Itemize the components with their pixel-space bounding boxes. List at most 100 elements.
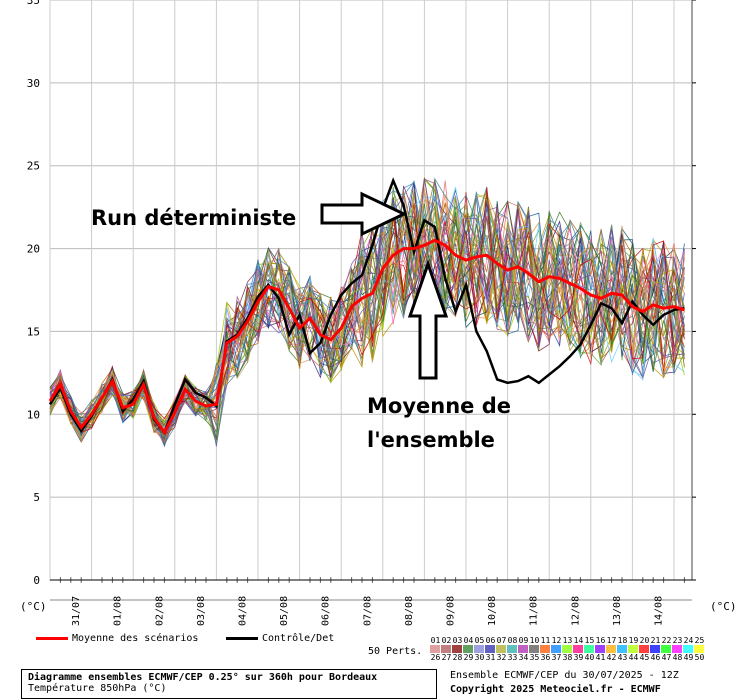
pert-id: 30 <box>474 653 485 662</box>
pert-id: 28 <box>452 653 463 662</box>
pert-swatch <box>540 645 550 653</box>
pert-swatch <box>683 645 693 653</box>
pert-id: 09 <box>518 636 529 645</box>
pert-swatch <box>485 645 495 653</box>
x-tick-label: 06/08 <box>321 596 332 626</box>
ensemble-member-line <box>49 177 685 445</box>
pert-swatch <box>474 645 484 653</box>
pert-swatch <box>573 645 583 653</box>
x-tick-label: 02/08 <box>154 596 165 626</box>
pert-id: 02 <box>441 636 452 645</box>
ensemble-chart: 0 5 10 15 20 25 30 35 31/07 01/08 02/08 03/08 04/08 0… <box>20 0 737 626</box>
chart-title: Diagramme ensembles ECMWF/CEP 0.25° sur … <box>28 672 378 683</box>
x-tick-label: 01/08 <box>113 596 124 626</box>
pert-id: 21 <box>650 636 661 645</box>
pert-swatch <box>661 645 671 653</box>
x-tick-label: 09/08 <box>446 596 457 626</box>
y-tick-label: 35 <box>27 0 40 7</box>
x-tick-label: 10/08 <box>487 596 498 626</box>
legend-control-label: Contrôle/Det <box>262 633 335 644</box>
pert-id: 31 <box>485 653 496 662</box>
x-tick-label: 04/08 <box>238 596 249 626</box>
x-tick-label: 14/08 <box>654 596 665 626</box>
pert-swatch <box>650 645 660 653</box>
pert-id: 39 <box>573 653 584 662</box>
title-box: Diagramme ensembles ECMWF/CEP 0.25° sur … <box>21 669 437 699</box>
pert-swatch <box>584 645 594 653</box>
pert-id: 49 <box>683 653 694 662</box>
x-tick-label: 07/08 <box>362 596 373 626</box>
ensemble-member-line <box>49 180 685 444</box>
pert-id: 07 <box>496 636 507 645</box>
x-tick-label: 31/07 <box>71 596 82 626</box>
pert-id: 04 <box>463 636 474 645</box>
pert-swatches <box>430 645 706 653</box>
pert-id: 45 <box>639 653 650 662</box>
legend-mean-label: Moyenne des scénarios <box>72 633 199 644</box>
legend-control: Contrôle/Det <box>226 633 334 644</box>
pert-id: 10 <box>529 636 540 645</box>
ensemble-member-line <box>49 200 685 440</box>
pert-id: 18 <box>617 636 628 645</box>
pert-ids-row-1: 01 02 03 04 05 06 07 08 09 10 11 12 13 14 15 16 17 18 19 20… <box>430 636 706 645</box>
pert-id: 13 <box>562 636 573 645</box>
y-tick-label: 5 <box>33 491 40 504</box>
pert-id: 01 <box>430 636 441 645</box>
pert-swatch <box>617 645 627 653</box>
chart-annotations: Run déterministe Moyenne de l'ensemble <box>91 191 511 452</box>
x-tick-label: 05/08 <box>279 596 290 626</box>
legend-mean: Moyenne des scénarios <box>36 633 198 644</box>
y-unit-left: (°C) <box>20 600 47 613</box>
annotation-run-deterministe: Run déterministe <box>91 206 296 230</box>
pert-swatch <box>452 645 462 653</box>
pert-swatch <box>551 645 561 653</box>
pert-ids-row-2: 26 27 28 29 30 31 32 33 34 35 36 37 38 39 40 41 42 43 44 45… <box>430 653 706 662</box>
pert-id: 12 <box>551 636 562 645</box>
annotation-moyenne: Moyenne de <box>367 394 511 418</box>
x-tick-label: 13/08 <box>612 596 623 626</box>
pert-swatch <box>496 645 506 653</box>
x-tick-label: 11/08 <box>529 596 540 626</box>
pert-swatch <box>507 645 517 653</box>
pert-swatch <box>441 645 451 653</box>
pert-id: 23 <box>672 636 683 645</box>
pert-id: 43 <box>617 653 628 662</box>
pert-id: 44 <box>628 653 639 662</box>
pert-id: 25 <box>694 636 705 645</box>
pert-id: 46 <box>650 653 661 662</box>
pert-swatch <box>606 645 616 653</box>
pert-id: 20 <box>639 636 650 645</box>
pert-swatch <box>595 645 605 653</box>
pert-id: 40 <box>584 653 595 662</box>
pert-id: 26 <box>430 653 441 662</box>
pert-id: 42 <box>606 653 617 662</box>
pert-id: 33 <box>507 653 518 662</box>
chart-axes: 0 5 10 15 20 25 30 35 31/07 01/08 02/08 03/08 04/08 0… <box>20 0 737 626</box>
legend-control-swatch <box>226 636 258 640</box>
pert-id: 15 <box>584 636 595 645</box>
ensemble-member-line <box>49 188 685 439</box>
pert-swatch <box>562 645 572 653</box>
copyright: Copyright 2025 Meteociel.fr - ECMWF <box>450 684 661 695</box>
x-tick-label: 08/08 <box>404 596 415 626</box>
pert-id: 06 <box>485 636 496 645</box>
x-tick-label: 12/08 <box>570 596 581 626</box>
pert-id: 47 <box>661 653 672 662</box>
pert-id: 32 <box>496 653 507 662</box>
pert-swatch <box>463 645 473 653</box>
y-tick-label: 0 <box>33 574 40 587</box>
pert-id: 03 <box>452 636 463 645</box>
pert-id: 50 <box>694 653 705 662</box>
y-tick-label: 15 <box>27 325 40 338</box>
pert-id: 22 <box>661 636 672 645</box>
pert-id: 14 <box>573 636 584 645</box>
pert-swatch <box>529 645 539 653</box>
pert-id: 48 <box>672 653 683 662</box>
annotation-arrow-up <box>407 259 449 380</box>
x-tick-label: 03/08 <box>196 596 207 626</box>
pert-swatch <box>694 645 704 653</box>
ensemble-member-line <box>49 182 685 431</box>
annotation-arrow-right <box>320 191 408 237</box>
pert-id: 29 <box>463 653 474 662</box>
chart-subtitle: Température 850hPa (°C) <box>28 683 167 694</box>
